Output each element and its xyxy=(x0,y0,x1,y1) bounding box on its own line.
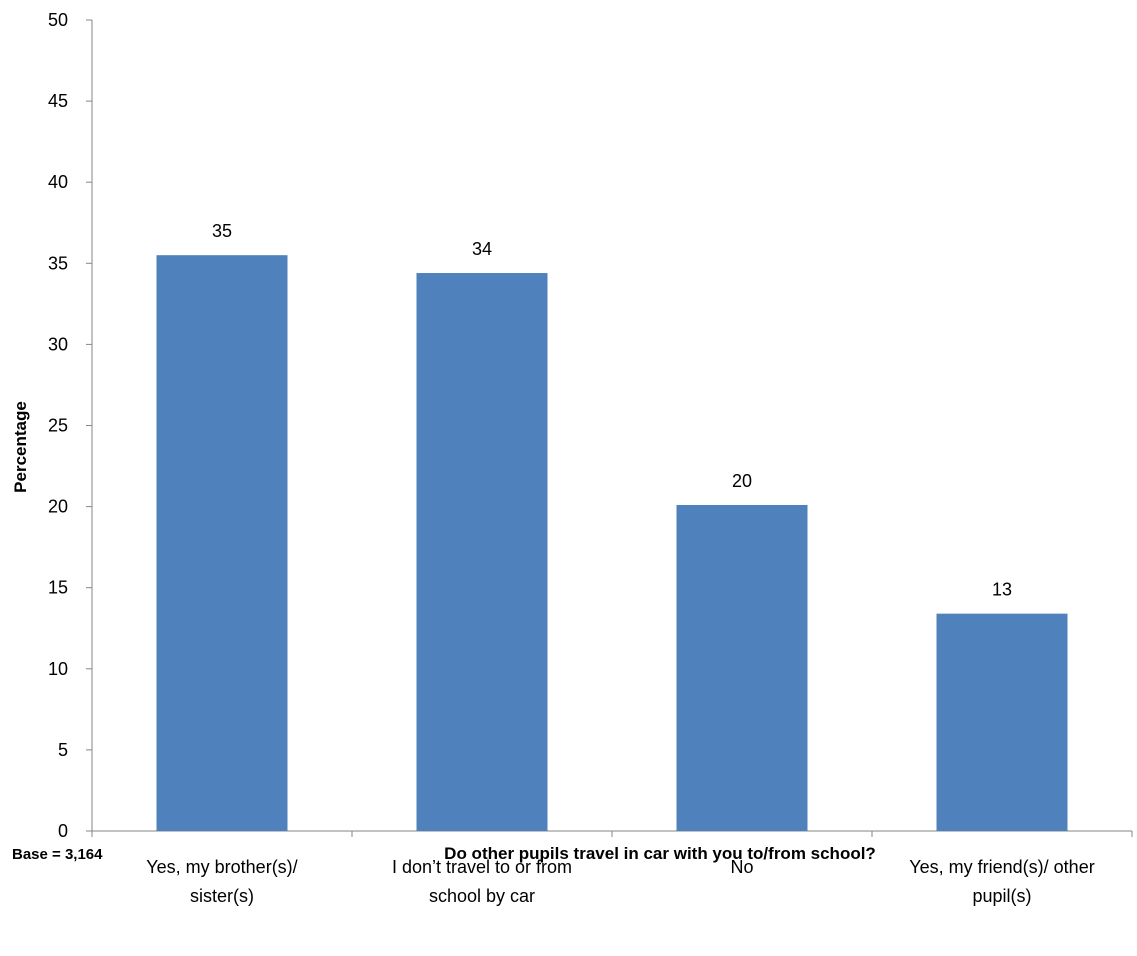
x-tick-label: Yes, my friend(s)/ other pupil(s) xyxy=(909,857,1094,906)
data-label: 20 xyxy=(732,471,752,491)
data-label: 35 xyxy=(212,221,232,241)
y-tick-label: 0 xyxy=(58,821,68,841)
y-tick-label: 35 xyxy=(48,253,68,273)
y-tick-label: 45 xyxy=(48,91,68,111)
y-axis-label: Percentage xyxy=(11,401,31,493)
bar xyxy=(676,504,808,831)
y-tick-label: 40 xyxy=(48,172,68,192)
bar xyxy=(416,273,548,832)
x-axis-label: Do other pupils travel in car with you t… xyxy=(444,844,876,863)
y-tick-label: 25 xyxy=(48,416,68,436)
base-note: Base = 3,164 xyxy=(12,846,103,863)
data-label: 13 xyxy=(992,580,1012,600)
x-tick-label: No xyxy=(730,857,753,877)
y-tick-label: 50 xyxy=(48,10,68,30)
data-label: 34 xyxy=(472,239,492,259)
y-tick-label: 10 xyxy=(48,659,68,679)
y-tick-label: 15 xyxy=(48,578,68,598)
x-tick-label: Yes, my brother(s)/sister(s) xyxy=(146,857,297,906)
y-tick-label: 30 xyxy=(48,334,68,354)
x-tick-label: I don’t travel to or from school by car xyxy=(392,857,572,906)
bar xyxy=(936,613,1068,831)
y-tick-label: 20 xyxy=(48,497,68,517)
bar xyxy=(156,255,288,831)
y-axis-label-wrap: Percentage xyxy=(1,401,41,493)
y-tick-label: 5 xyxy=(58,740,68,760)
